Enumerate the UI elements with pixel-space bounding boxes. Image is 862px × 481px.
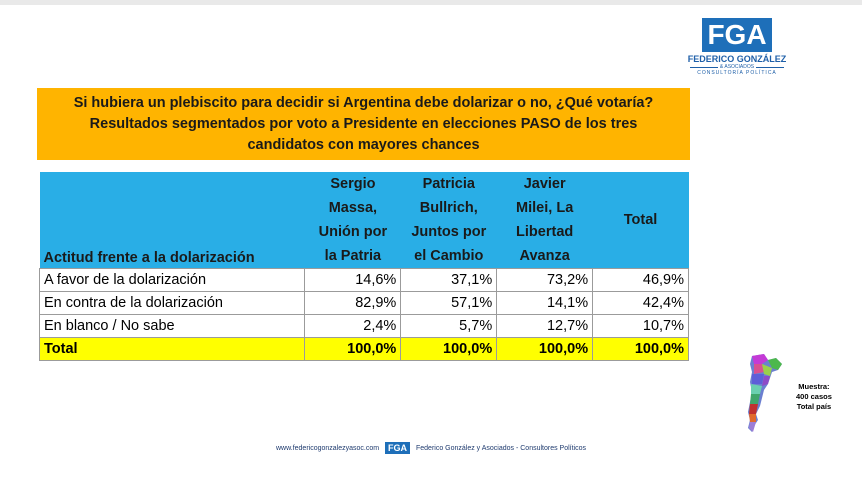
logo-rule-right [756, 67, 784, 68]
header-massa: Sergio Massa, Unión por la Patria [304, 172, 401, 269]
page-title: Si hubiera un plebiscito para decidir si… [49, 93, 679, 156]
cell-value: 100,0% [496, 337, 594, 361]
sample-line-3: Total país [796, 402, 832, 411]
cell-value: 14,1% [496, 291, 594, 315]
argentina-map-icon [748, 354, 782, 432]
logo-sub: & ASOCIADOS [719, 64, 755, 70]
fga-logo: FGA FEDERICO GONZÁLEZ & ASOCIADOS CONSUL… [684, 16, 790, 78]
logo-name: FEDERICO GONZÁLEZ [687, 54, 787, 64]
cell-value: 12,7% [496, 314, 594, 338]
sample-line-1: Muestra: [798, 382, 830, 391]
cell-value: 82,9% [304, 291, 402, 315]
footer: www.federicogonzalezyasoc.com FGA Federi… [0, 442, 862, 454]
cell-value: 100,0% [592, 337, 689, 361]
footer-company: Federico González y Asociados - Consulto… [415, 444, 587, 452]
footer-logo: FGA [385, 442, 411, 454]
table-row: En contra de la dolarización 82,9% 57,1%… [38, 291, 689, 315]
cell-value: 42,4% [592, 291, 689, 315]
row-label: En blanco / No sabe [38, 314, 306, 338]
cell-value: 73,2% [496, 268, 594, 292]
header-attitude: Actitud frente a la dolarización [39, 172, 305, 269]
table-row: En blanco / No sabe 2,4% 5,7% 12,7% 10,7… [38, 314, 689, 338]
title-line-1: Si hubiera un plebiscito para decidir si… [73, 94, 654, 111]
logo-box: FGA [702, 18, 772, 52]
sample-line-2: 400 casos [796, 392, 832, 401]
table-total-row: Total 100,0% 100,0% 100,0% 100,0% [38, 337, 689, 361]
cell-value: 2,4% [304, 314, 402, 338]
title-line-3: candidatos con mayores chances [247, 136, 480, 153]
header-milei: Javier Milei, La Libertad Avanza [496, 172, 593, 269]
title-banner: Si hubiera un plebiscito para decidir si… [37, 88, 690, 160]
cell-value: 100,0% [304, 337, 402, 361]
cell-value: 5,7% [400, 314, 498, 338]
cell-value: 100,0% [400, 337, 498, 361]
cell-value: 37,1% [400, 268, 498, 292]
top-border [0, 0, 862, 5]
cell-value: 14,6% [304, 268, 402, 292]
logo-rule-left [690, 67, 718, 68]
row-label: Total [38, 337, 306, 361]
row-label: A favor de la dolarización [38, 268, 306, 292]
header-total: Total [592, 172, 689, 269]
results-table: Actitud frente a la dolarización Sergio M… [38, 172, 689, 361]
row-label: En contra de la dolarización [38, 291, 306, 315]
cell-value: 57,1% [400, 291, 498, 315]
header-bullrich: Patricia Bullrich, Juntos por el Cambio [400, 172, 497, 269]
table-header-row: Actitud frente a la dolarización Sergio M… [39, 172, 689, 269]
logo-sub2: CONSULTORÍA POLÍTICA [697, 70, 777, 76]
logo-letters: FGA [707, 19, 767, 50]
table-row: A favor de la dolarización 14,6% 37,1% 7… [38, 268, 689, 292]
cell-value: 10,7% [592, 314, 689, 338]
sample-note: Muestra: 400 casos Total país [796, 382, 832, 412]
cell-value: 46,9% [592, 268, 689, 292]
footer-website-link[interactable]: www.federicogonzalezyasoc.com [275, 444, 380, 452]
title-line-2: Resultados segmentados por voto a Presid… [89, 115, 638, 132]
